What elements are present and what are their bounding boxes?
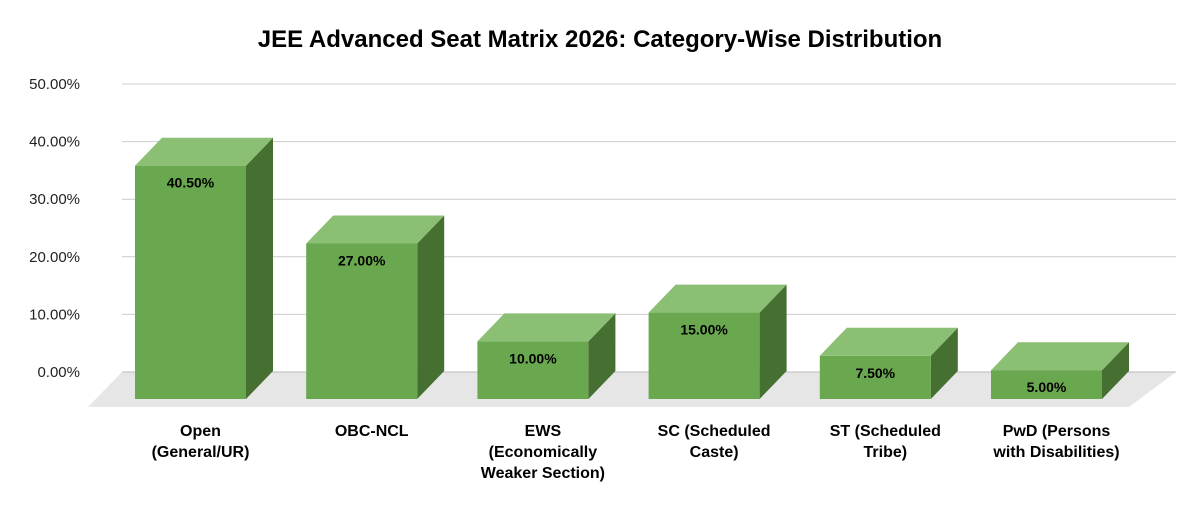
- x-tick-label: with Disabilities): [992, 444, 1119, 461]
- y-tick-label: 40.00%: [29, 134, 80, 151]
- x-tick-label: PwD (Persons: [1003, 423, 1111, 440]
- x-tick-label: (Economically: [489, 444, 598, 461]
- data-label: 27.00%: [338, 252, 386, 268]
- data-label: 10.00%: [509, 350, 557, 366]
- bar: [135, 137, 273, 399]
- bar-top: [477, 313, 616, 342]
- x-tick-label: Weaker Section): [481, 465, 605, 482]
- x-tick-label: SC (Scheduled: [658, 423, 771, 440]
- bar: [306, 215, 445, 399]
- x-tick-label: Caste): [690, 444, 739, 461]
- bar: [477, 313, 616, 399]
- bar-front: [819, 355, 931, 399]
- bar: [819, 327, 958, 399]
- bar-front: [306, 243, 418, 399]
- data-label: 15.00%: [680, 322, 728, 338]
- x-tick-label: (General/UR): [152, 444, 250, 461]
- data-label: 7.50%: [855, 365, 895, 381]
- data-label: 40.50%: [167, 175, 215, 191]
- x-tick-label: Open: [180, 423, 221, 440]
- bar-side: [1102, 342, 1129, 399]
- data-label: 5.00%: [1027, 379, 1067, 395]
- bar-front: [991, 370, 1102, 399]
- x-tick-label: ST (Scheduled: [830, 423, 941, 440]
- bar-top: [306, 215, 445, 244]
- bar-front: [135, 165, 246, 399]
- bar-top: [135, 137, 273, 166]
- x-tick-label: Tribe): [864, 444, 908, 461]
- y-tick-label: 50.00%: [29, 76, 80, 93]
- y-tick-label: 0.00%: [37, 364, 80, 381]
- chart-title: JEE Advanced Seat Matrix 2026: Category-…: [257, 26, 943, 53]
- bar-side: [759, 284, 787, 399]
- bar-top: [991, 342, 1129, 371]
- bar-side: [417, 215, 445, 399]
- bar-side: [588, 313, 616, 399]
- x-tick-label: OBC-NCL: [335, 423, 409, 440]
- bar-top: [648, 284, 787, 313]
- y-tick-label: 20.00%: [29, 249, 80, 266]
- bar: [648, 284, 787, 399]
- x-tick-label: EWS: [525, 423, 562, 440]
- y-tick-label: 30.00%: [29, 191, 80, 208]
- bar-front: [477, 341, 589, 399]
- bar-side: [930, 327, 958, 399]
- bar-front: [648, 312, 760, 399]
- y-tick-label: 10.00%: [29, 306, 80, 323]
- bar-side: [246, 137, 273, 399]
- bar: [991, 342, 1129, 399]
- bar-top: [819, 327, 958, 356]
